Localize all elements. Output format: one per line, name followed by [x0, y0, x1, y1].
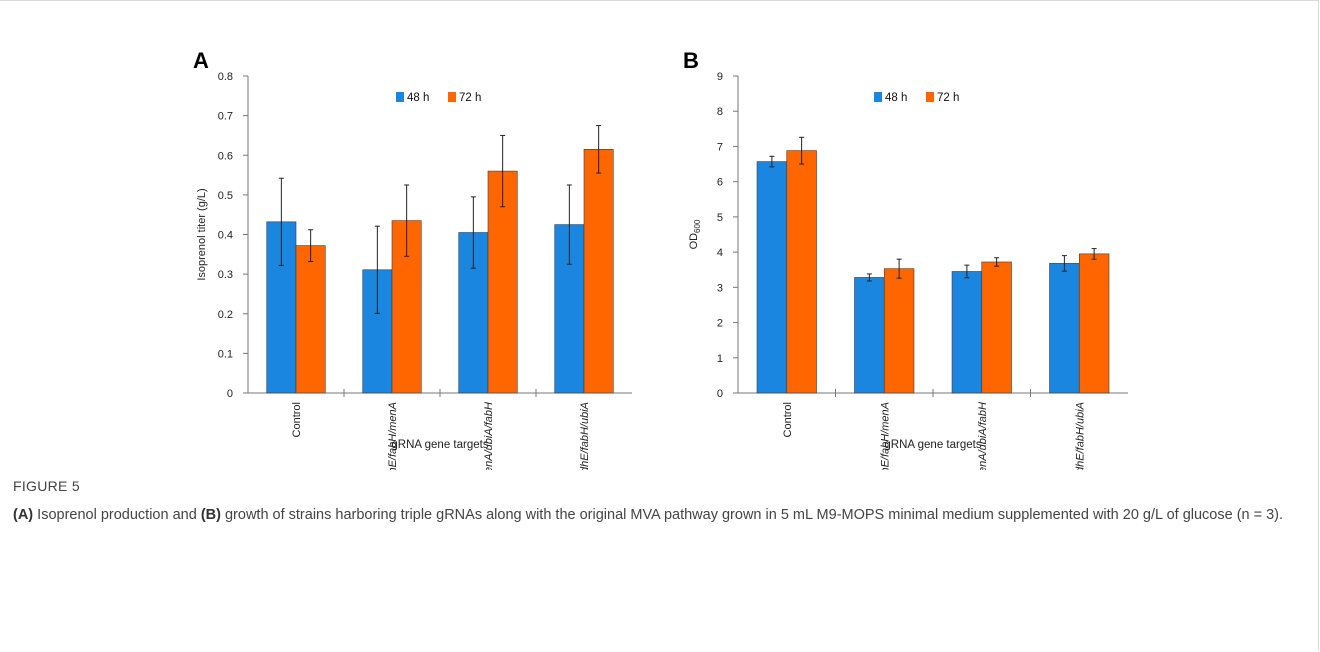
- caption-text-a: Isoprenol production and: [33, 507, 201, 523]
- figure-caption: FIGURE 5 (A) Isoprenol production and (B…: [13, 478, 1303, 526]
- panel-a-x-axis-label: gRNA gene targets: [391, 439, 488, 451]
- panel-b-legend-label: 72 h: [937, 92, 959, 104]
- panel-b-bar-72h: [883, 268, 915, 394]
- panel-a-category-label: adhE/fabH/menA: [387, 402, 399, 470]
- panel-b-legend-swatch-48h: [874, 92, 882, 102]
- panel-a-legend-label: 48 h: [407, 92, 429, 104]
- panel-b-legend-label: 48 h: [885, 92, 907, 104]
- panel-b-bar-72h: [981, 261, 1012, 394]
- caption-tag-a: (A): [13, 507, 34, 523]
- panel-a-bar-72h: [487, 170, 518, 394]
- panel-b-y-axis-label: OD600: [688, 219, 702, 249]
- panel-a-y-tick-label: 0.8: [218, 71, 233, 83]
- panel-b-y-tick-label: 3: [717, 282, 723, 294]
- caption-text: (A) Isoprenol production and (B) growth …: [13, 504, 1303, 526]
- panel-b-y-tick-label: 6: [717, 177, 723, 189]
- panel-a-bar-72h: [295, 245, 326, 394]
- panel-b: B 0 1 2 3 4 5 6 7 8 9 OD600 Control adhE/fabH/menA men…: [683, 48, 1128, 470]
- panel-a: A 0 0.1 0.2 0.3 0.4 0.5 0.6 0.7 0.8 Isoprenol tite…: [193, 48, 632, 470]
- panel-b-legend-swatch-72h: [926, 92, 934, 102]
- panel-a-y-tick-label: 0.5: [218, 190, 233, 202]
- panel-b-y-tick-label: 0: [717, 388, 723, 400]
- panel-b-category-label: adhE/fabH/ubiA: [1074, 402, 1086, 470]
- panel-b-category-label: adhE/fabH/menA: [879, 402, 891, 470]
- caption-tag-b: (B): [200, 507, 221, 523]
- panel-a-y-tick-label: 0.3: [218, 269, 233, 281]
- panel-a-bar-72h: [583, 149, 614, 394]
- panel-a-y-tick-label: 0: [227, 388, 233, 400]
- panel-b-y-tick-label: 7: [717, 141, 723, 153]
- panel-b-bar-72h: [786, 150, 817, 394]
- panel-a-letter: A: [193, 48, 209, 73]
- panel-b-y-tick-label: 8: [717, 106, 723, 118]
- panel-a-y-tick-label: 0.2: [218, 309, 233, 321]
- panel-a-category-label: adhE/fabH/ubiA: [579, 402, 591, 470]
- panel-a-y-tick-label: 0.6: [218, 150, 233, 162]
- panel-b-y-tick-label: 9: [717, 71, 723, 83]
- panel-b-bar-48h: [854, 277, 885, 394]
- panel-b-category-label: Control: [782, 402, 794, 437]
- panel-a-legend-swatch-48h: [396, 92, 404, 102]
- panel-b-bar-72h: [1078, 253, 1110, 394]
- panel-a-y-tick-label: 0.1: [218, 348, 233, 360]
- panel-b-y-tick-label: 5: [717, 212, 723, 224]
- caption-text-b: growth of strains harboring triple gRNAs…: [220, 507, 1284, 523]
- panel-a-legend-swatch-72h: [448, 92, 456, 102]
- figure-label: FIGURE 5: [13, 478, 80, 494]
- panel-a-category-label: menA/ubiA/fabH: [483, 402, 495, 470]
- panel-a-y-axis-label: Isoprenol titer (g/L): [196, 188, 208, 280]
- panel-a-category-label: Control: [291, 402, 303, 437]
- panel-b-bar-48h: [756, 161, 788, 394]
- panel-a-y-tick-label: 0.7: [218, 111, 233, 123]
- panel-b-y-tick-label: 1: [717, 353, 723, 365]
- panel-b-x-axis-label: gRNA gene targets: [884, 439, 981, 451]
- panel-b-category-label: menA/ubiA/fabH: [977, 402, 989, 470]
- panel-b-bar-48h: [951, 271, 983, 394]
- panel-b-letter: B: [683, 48, 699, 73]
- panel-a-legend-label: 72 h: [459, 92, 481, 104]
- panel-b-bar-48h: [1049, 263, 1080, 394]
- panel-a-bar-48h: [266, 221, 297, 394]
- panel-a-y-tick-label: 0.4: [218, 230, 233, 242]
- panel-b-y-tick-label: 4: [717, 247, 723, 259]
- figure-charts: A 0 0.1 0.2 0.3 0.4 0.5 0.6 0.7 0.8 Isoprenol tite…: [193, 48, 1128, 470]
- panel-b-y-tick-label: 2: [717, 318, 723, 330]
